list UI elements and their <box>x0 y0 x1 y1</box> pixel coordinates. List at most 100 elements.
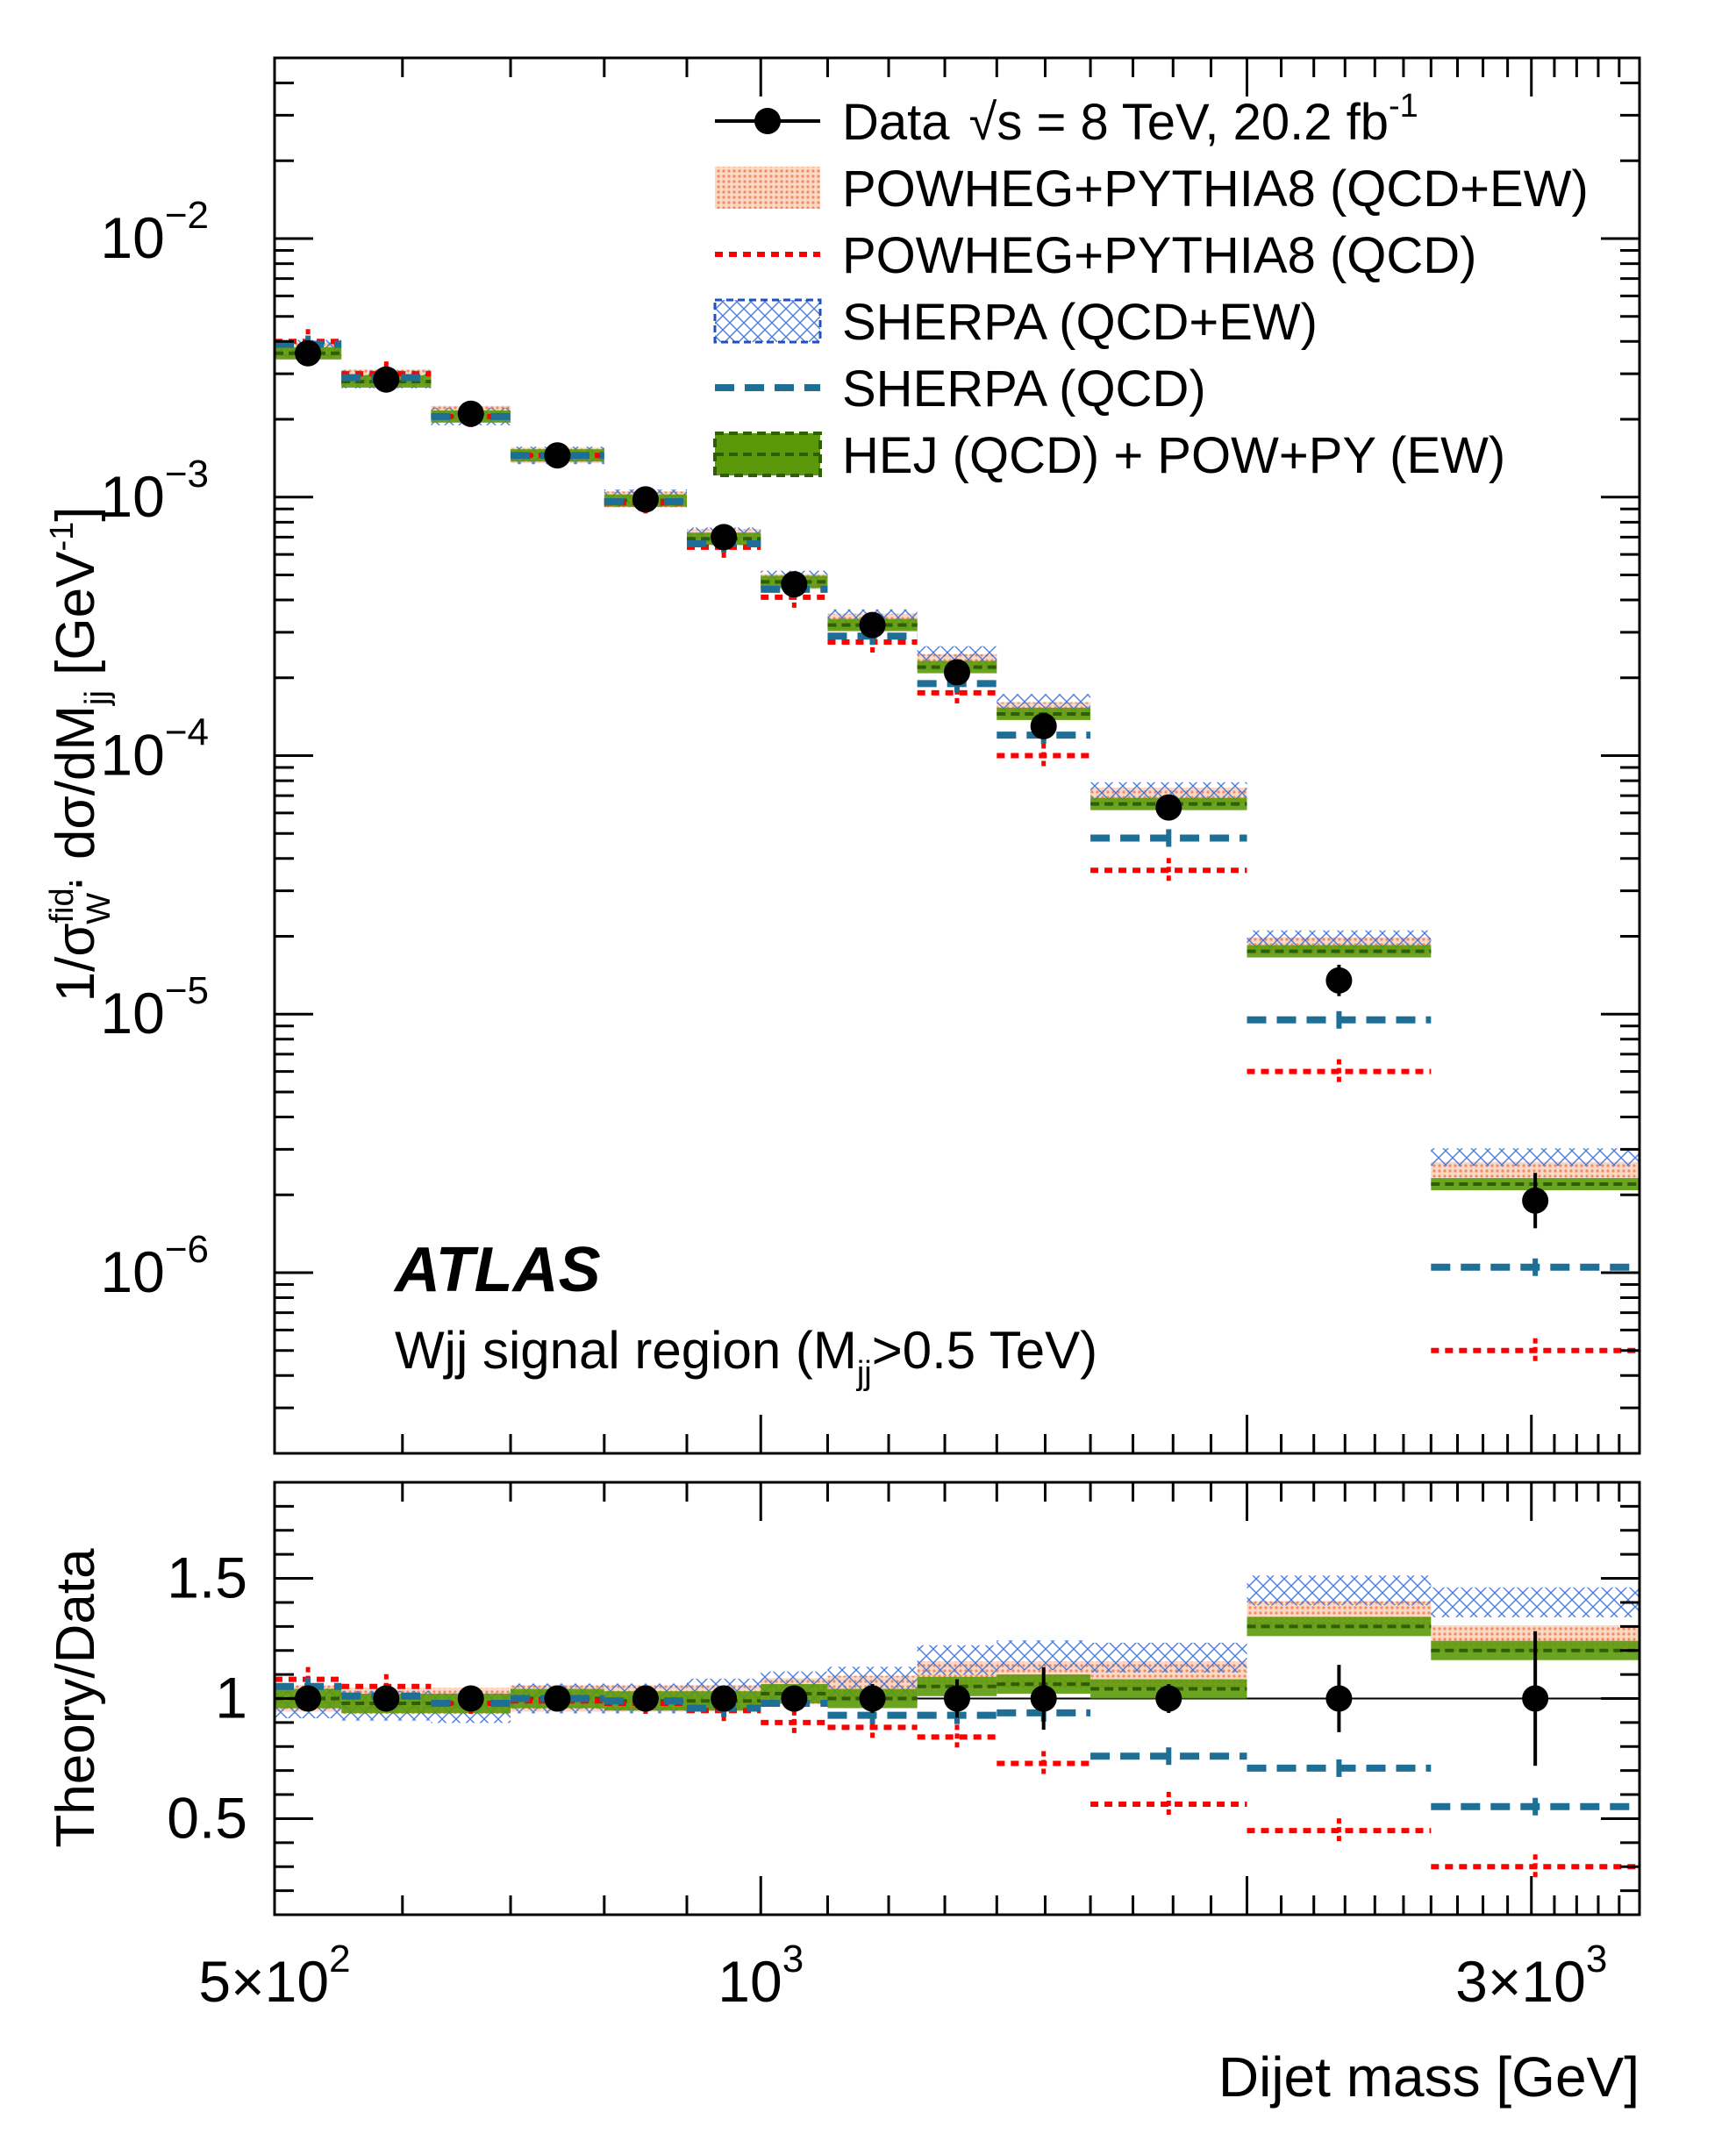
legend-label-text: SHERPA (QCD+EW) <box>842 294 1318 351</box>
y-tick-label-base: 10 <box>100 723 164 788</box>
y-tick-label: 10−5 <box>100 969 209 1046</box>
x-tick-label: 3×103 <box>1455 1938 1607 2014</box>
y-tick-label-exp: −2 <box>165 194 209 237</box>
main-plot-area <box>275 329 1640 1363</box>
sherpa-hatch-bin <box>917 646 997 664</box>
series-dotted <box>275 329 1640 1363</box>
y-tick-label-base: 10 <box>100 1239 164 1304</box>
ratio-ticks: 1.5 1 0.5 <box>167 1482 1641 1915</box>
legend-entry: Data √s = 8 TeV, 20.2 fb-1 <box>715 88 1418 151</box>
data-point <box>373 1685 400 1712</box>
x-tick-label-exp: 3 <box>782 1938 804 1980</box>
y-tick-label: 10−6 <box>100 1228 209 1304</box>
sherpa-hatch-bin <box>1431 1148 1640 1167</box>
legend: Data √s = 8 TeV, 20.2 fb-1 POWHEG+PYTHIA8 … <box>713 88 1589 484</box>
legend-label: SHERPA (QCD+EW) <box>842 294 1318 351</box>
ratio-plot-area <box>275 1575 1640 1880</box>
data-point <box>711 524 738 551</box>
legend-sherpa-hatch <box>713 298 822 344</box>
y-tick-label: 10−2 <box>100 194 209 270</box>
data-point <box>1325 1685 1353 1712</box>
data-point <box>1522 1685 1549 1712</box>
sherpa-hatch-bin <box>1247 1575 1432 1606</box>
legend-label-text: HEJ (QCD) + POW+PY (EW) <box>842 427 1505 484</box>
legend-label: POWHEG+PYTHIA8 (QCD+EW) <box>842 161 1589 218</box>
legend-sqrt: √ <box>969 94 997 151</box>
data-point <box>711 1685 738 1712</box>
x-tick-label-exp: 2 <box>329 1938 350 1980</box>
data-point <box>1030 1685 1057 1712</box>
y-tick-label: 10−4 <box>100 711 209 788</box>
data-point <box>781 571 808 598</box>
x-tick-label: 5×102 <box>198 1938 350 2014</box>
data-point <box>544 442 571 469</box>
legend-label: SHERPA (QCD) <box>842 360 1206 417</box>
sherpa-hatch-bin <box>917 1645 997 1675</box>
data-point <box>1155 794 1182 821</box>
data-point <box>544 1685 571 1712</box>
data-point <box>1155 1685 1182 1712</box>
y-tick-label-exp: −5 <box>165 969 209 1012</box>
y-tick-label-base: 10 <box>100 205 164 270</box>
main-ticks: 10−210−310−410−510−6 <box>100 56 1641 1455</box>
legend-label-text: POWHEG+PYTHIA8 (QCD+EW) <box>842 161 1589 218</box>
data-point <box>944 659 970 686</box>
ratio-y-tick-label: 1 <box>215 1666 247 1731</box>
legend-label-sup: -1 <box>1389 88 1418 125</box>
legend-entry: HEJ (QCD) + POW+PY (EW) <box>713 427 1505 484</box>
legend-label-rest: = 8 TeV, 20.2 fb <box>1022 94 1389 151</box>
y-tick-label-base: 10 <box>100 464 164 529</box>
ratio-y-axis-label: Theory/Data <box>46 1548 106 1848</box>
data-point <box>295 339 322 367</box>
ratio-panel: 1.5 1 0.5 Theory/Data <box>46 1481 1641 1916</box>
legend-entry: POWHEG+PYTHIA8 (QCD) <box>715 227 1476 284</box>
legend-sqrt-arg: s <box>997 94 1022 151</box>
data-point <box>859 611 886 639</box>
data-point <box>632 1685 659 1712</box>
sherpa-hatch-bin <box>997 694 1091 712</box>
main-y-axis-label: 1/σfid.W· dσ/dMjj [GeV-1] <box>44 507 118 1003</box>
data-point <box>1325 967 1353 994</box>
legend-powheg-band <box>715 167 820 209</box>
x-tick-label-mantissa: 3 <box>1455 1949 1488 2014</box>
data-point <box>859 1685 886 1712</box>
x-tick-label-base: 10 <box>718 1949 782 2014</box>
y-tick-label-exp: −6 <box>165 1228 209 1271</box>
x-tick-label-times: ×10 <box>1488 1949 1586 2014</box>
data-point <box>1522 1187 1549 1214</box>
x-tick-label-times: ×10 <box>231 1949 329 2014</box>
legend-entry: SHERPA (QCD) <box>715 360 1206 417</box>
legend-label-text: Data <box>842 94 950 151</box>
sherpa-hatch-bin <box>997 1640 1091 1671</box>
region-label: Wjj signal region (Mjj>0.5 TeV) <box>395 1321 1097 1392</box>
powheg-band-bin <box>1431 1161 1640 1178</box>
legend-label: POWHEG+PYTHIA8 (QCD) <box>842 227 1476 284</box>
data-point <box>781 1685 808 1712</box>
y-tick-label: 10−3 <box>100 453 209 529</box>
y-tick-label-base: 10 <box>100 981 164 1046</box>
legend-data-marker <box>754 108 781 134</box>
legend-entry: POWHEG+PYTHIA8 (QCD+EW) <box>715 161 1589 218</box>
x-axis-label: Dijet mass [GeV] <box>1218 2045 1640 2109</box>
legend-entry: SHERPA (QCD+EW) <box>713 294 1318 351</box>
x-tick-label: 103 <box>718 1938 804 2014</box>
legend-label-text: POWHEG+PYTHIA8 (QCD) <box>842 227 1476 284</box>
legend-label: Data √s = 8 TeV, 20.2 fb-1 <box>842 88 1418 151</box>
y-tick-label-exp: −4 <box>165 711 209 754</box>
data-point <box>457 400 484 427</box>
data-point <box>944 1685 970 1712</box>
x-tick-label-mantissa: 5 <box>198 1949 231 2014</box>
x-tick-labels: 5×102 103 3×103 <box>198 1938 1607 2014</box>
data-point <box>457 1685 484 1712</box>
sherpa-hatch-bin <box>1247 930 1432 948</box>
data-point <box>373 366 400 393</box>
main-panel: 10−210−310−410−510−6 1/σfid.W· dσ/dMjj [… <box>44 56 1641 1455</box>
ratio-y-tick-label: 0.5 <box>167 1785 247 1850</box>
atlas-label: ATLAS <box>393 1235 601 1305</box>
series-points <box>295 339 1549 1229</box>
sherpa-hatch-bin <box>1431 1587 1640 1617</box>
sherpa-hatch-bin <box>1090 781 1247 800</box>
legend-label: HEJ (QCD) + POW+PY (EW) <box>842 427 1505 484</box>
data-point <box>632 486 659 513</box>
